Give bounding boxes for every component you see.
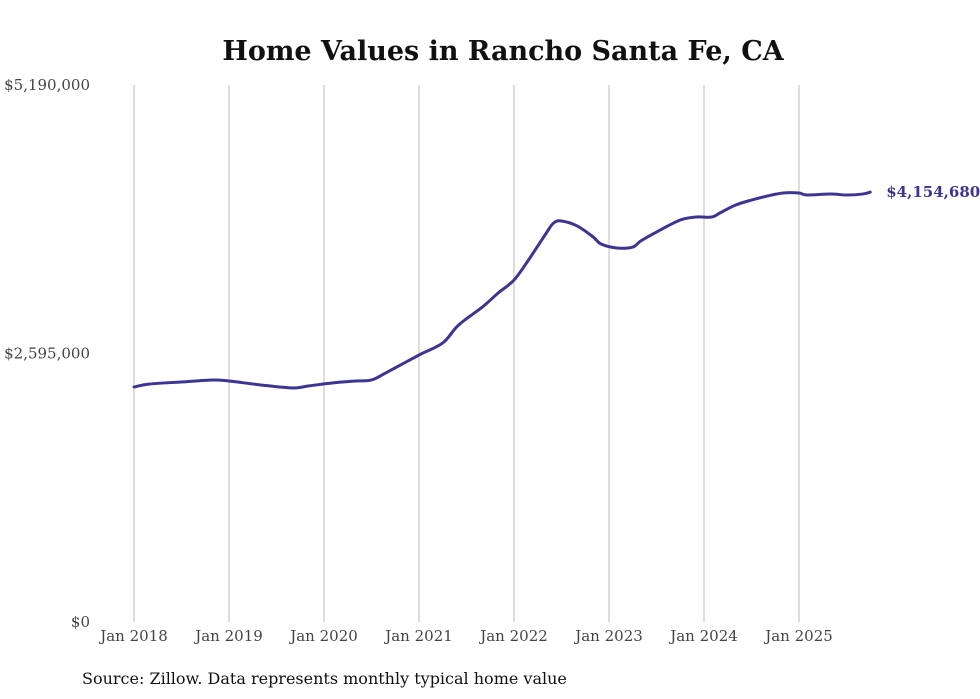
x-tick-label: Jan 2021: [383, 627, 453, 645]
y-tick-label: $2,595,000: [4, 345, 90, 363]
x-tick-label: Jan 2023: [573, 627, 643, 645]
y-tick-label: $0: [71, 613, 90, 631]
y-tick-label: $5,190,000: [4, 76, 90, 94]
x-tick-label: Jan 2018: [98, 627, 168, 645]
series-line: [132, 190, 872, 390]
source-note: Source: Zillow. Data represents monthly …: [82, 669, 567, 688]
x-tick-label: Jan 2019: [193, 627, 263, 645]
x-tick-label: Jan 2024: [668, 627, 738, 645]
x-tick-label: Jan 2025: [763, 627, 833, 645]
x-tick-label: Jan 2022: [478, 627, 548, 645]
chart-title: Home Values in Rancho Santa Fe, CA: [222, 36, 784, 67]
end-value-label: $4,154,680: [886, 183, 980, 201]
x-tick-label: Jan 2020: [288, 627, 358, 645]
